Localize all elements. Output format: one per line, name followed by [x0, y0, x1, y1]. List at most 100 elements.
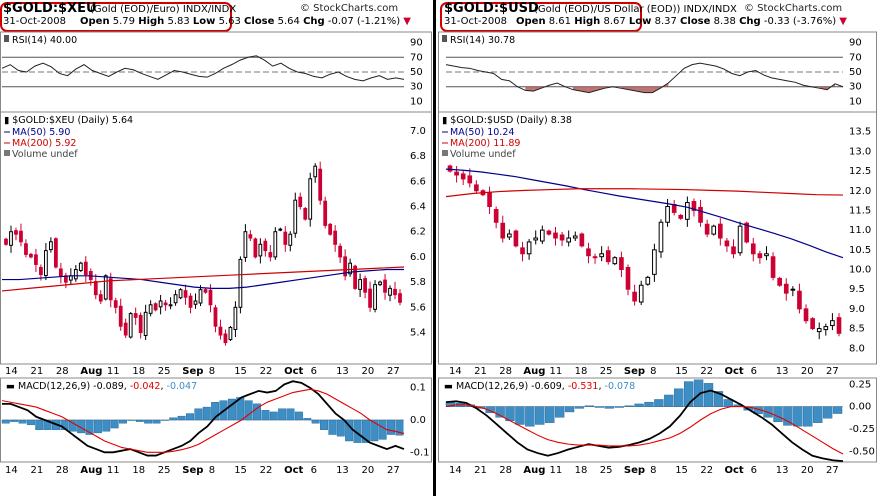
price-tick-label: 6.8: [410, 151, 426, 162]
rsi-label: RSI(14) 30.78: [450, 35, 515, 46]
candle-body: [645, 276, 651, 285]
candle-body: [358, 279, 362, 290]
price-tick-label: 5.6: [410, 302, 426, 313]
macd-histogram-bar: [1, 419, 10, 424]
macd-histogram-bar: [604, 406, 614, 409]
candle-body: [810, 318, 815, 330]
macd-histogram-bar: [361, 419, 370, 443]
macd-tick-label: 0.1: [410, 383, 426, 394]
macd-histogram-bar: [211, 402, 220, 421]
candle-body: [323, 200, 328, 226]
candle-body: [553, 232, 558, 239]
x-axis-label: 8: [209, 366, 215, 377]
x-axis-label: 13: [336, 366, 349, 377]
macd-histogram-bar: [525, 406, 535, 427]
x-axis-label: Oct: [724, 366, 743, 377]
candle-body: [513, 230, 519, 247]
x-axis-label: 20: [362, 465, 375, 476]
macd-histogram-bar: [336, 419, 345, 437]
candle-body: [803, 308, 809, 322]
price-tick-label: 7.0: [410, 126, 426, 137]
candle-body: [273, 231, 278, 258]
candle-body: [764, 253, 769, 257]
candle-body: [698, 206, 703, 223]
candle-body: [586, 248, 591, 257]
x-axis-label: 18: [575, 366, 588, 377]
candle-body: [268, 252, 273, 258]
candle-body: [258, 243, 263, 257]
x-axis-label: 27: [826, 465, 839, 476]
macd-tick-label: 0.00: [849, 402, 871, 413]
candle-body: [830, 320, 835, 327]
ma50-line: [2, 268, 404, 289]
x-axis-label: 27: [387, 465, 400, 476]
macd-histogram-bar: [85, 419, 94, 435]
ma200-line: [445, 188, 844, 198]
macd-histogram-bar: [244, 400, 253, 421]
macd-histogram-bar: [485, 406, 495, 414]
macd-histogram-bar: [564, 406, 575, 413]
price-pane-frame: [0, 111, 432, 365]
x-axis-label: 28: [499, 465, 512, 476]
volume-legend: Volume undef: [12, 149, 78, 160]
candle-body: [398, 293, 402, 303]
rsi-tick-label: 70: [410, 52, 423, 63]
macd-histogram-bar: [515, 406, 525, 425]
rsi-tick-label: 10: [849, 96, 862, 107]
x-axis-label: 8: [650, 465, 656, 476]
x-axis-label: 11: [550, 465, 563, 476]
candle-body: [93, 281, 98, 296]
x-axis-label: 20: [801, 465, 814, 476]
panel-divider: [433, 0, 436, 496]
macd-histogram-bar: [102, 419, 111, 432]
candle-body: [73, 269, 78, 280]
price-tick-label: 6.6: [410, 176, 426, 187]
x-axis-label: 14: [449, 465, 462, 476]
candle-body: [572, 235, 578, 239]
candle-body: [208, 289, 213, 306]
macd-histogram-bar: [535, 406, 545, 425]
candle-body: [253, 238, 258, 258]
x-axis-label: 8: [650, 366, 656, 377]
macd-histogram-bar: [803, 406, 813, 427]
macd-histogram-bar: [93, 419, 102, 434]
candle-body: [718, 223, 723, 239]
price-tick-label: 5.4: [410, 328, 426, 339]
x-axis-label: Sep: [624, 366, 645, 377]
macd-line: [445, 389, 844, 463]
rsi-tick-label: 10: [410, 96, 423, 107]
volume-legend: Volume undef: [450, 149, 516, 160]
macd-histogram-bar: [186, 413, 194, 421]
macd-label: ▬ MACD(12,26,9) -0.609, -0.531, -0.078: [444, 381, 635, 392]
candle-body: [123, 322, 128, 336]
symbol-description: (Gold (EOD)/US Dollar (EOD)) INDX/INDX: [534, 4, 737, 15]
rsi-legend-icon: [4, 35, 9, 42]
candle-body: [178, 289, 183, 299]
x-axis-label: 15: [675, 366, 688, 377]
candle-body: [19, 230, 23, 243]
candle-body: [133, 313, 138, 318]
chart-svg: 90 70 50 30 10 RSI(14) 30.78 13.5 13.0 12.5 12.0 1…: [438, 31, 877, 476]
candle-body: [671, 203, 677, 213]
rsi-oversold-fill: [525, 86, 534, 92]
macd-histogram-bar: [624, 405, 634, 407]
candle-body: [665, 206, 670, 223]
x-axis-label: 11: [107, 366, 120, 377]
x-axis-label: 6: [311, 366, 317, 377]
macd-histogram-bar: [26, 419, 35, 426]
candle-body: [750, 243, 756, 255]
x-axis-label: 11: [107, 465, 120, 476]
ma50-legend: MA(50) 5.90: [12, 127, 70, 138]
rsi-tick-label: 50: [410, 67, 423, 78]
candle-body: [44, 250, 48, 277]
x-axis-label: 15: [675, 465, 688, 476]
x-axis-label: 14: [449, 366, 462, 377]
x-axis-label: 14: [5, 465, 18, 476]
candle-body: [293, 199, 298, 234]
candle-body: [546, 230, 552, 235]
ma200-legend: MA(200) 5.92: [12, 138, 76, 149]
rsi-tick-label: 50: [849, 67, 862, 78]
macd-histogram-bar: [294, 411, 303, 421]
x-axis-label: 15: [234, 465, 247, 476]
x-axis-label: Sep: [182, 465, 203, 476]
